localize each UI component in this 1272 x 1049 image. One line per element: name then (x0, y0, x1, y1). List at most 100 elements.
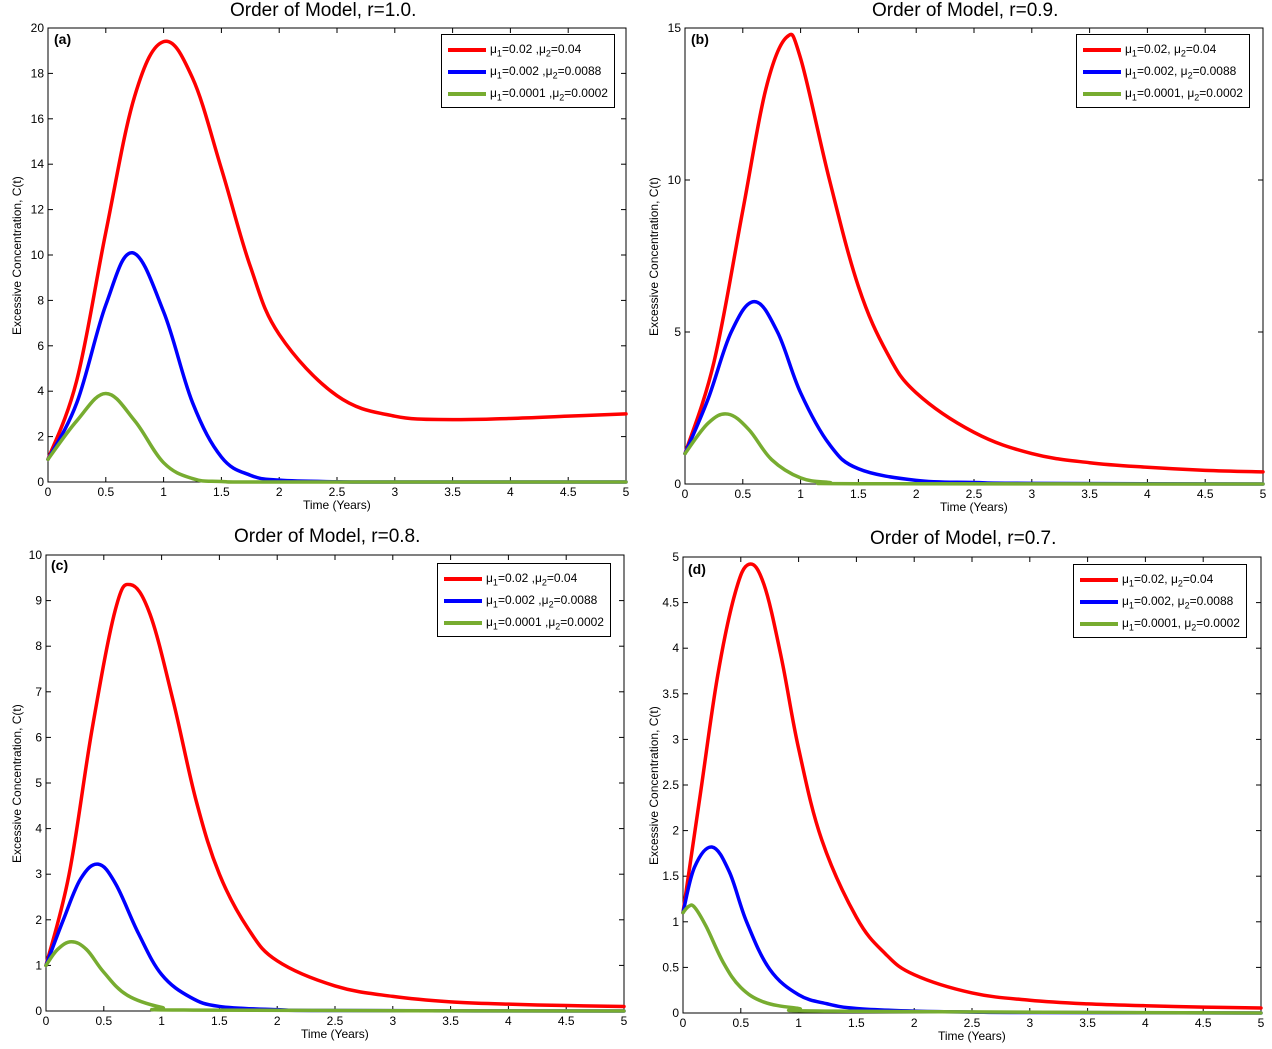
legend-swatch (444, 621, 482, 625)
legend-swatch (1080, 600, 1118, 604)
x-tick-label: 0 (45, 485, 52, 499)
x-axis-label: Time (Years) (940, 500, 1008, 514)
y-tick-label: 4.5 (662, 596, 679, 610)
x-tick-label: 3 (389, 1014, 396, 1028)
y-tick-label: 6 (35, 730, 42, 744)
x-tick-label: 3.5 (1081, 487, 1098, 501)
series-line-3 (46, 391, 628, 484)
legend-label: μ1=0.0001, μ2=0.0002 (1125, 85, 1243, 103)
x-tick-label: 1 (158, 1014, 165, 1028)
y-tick-label: 14 (31, 157, 45, 171)
y-tick-label: 2 (672, 824, 679, 838)
y-tick-label: 4 (37, 384, 44, 398)
y-tick-label: 2.5 (662, 778, 679, 792)
legend-entry: μ1=0.002 ,μ2=0.0088 (444, 590, 604, 612)
series-line-3 (44, 939, 626, 1013)
legend-swatch (1083, 48, 1121, 52)
y-tick-label: 0.5 (662, 960, 679, 974)
x-tick-label: 4.5 (1195, 1016, 1212, 1030)
series-line-1 (681, 562, 1263, 1010)
y-tick-label: 4 (35, 822, 42, 836)
y-tick-label: 7 (35, 685, 42, 699)
y-tick-label: 12 (31, 203, 45, 217)
legend-entry: μ1=0.02, μ2=0.04 (1080, 569, 1240, 591)
legend-swatch (1080, 578, 1118, 582)
legend-entry: μ1=0.002 ,μ2=0.0088 (448, 61, 608, 83)
x-tick-label: 2.5 (329, 485, 346, 499)
y-tick-label: 6 (37, 339, 44, 353)
legend-entry: μ1=0.02 ,μ2=0.04 (444, 568, 604, 590)
x-tick-label: 0 (680, 1016, 687, 1030)
y-tick-label: 10 (29, 548, 43, 562)
x-tick-label: 1.5 (848, 1016, 865, 1030)
series-line-1 (44, 582, 626, 1009)
legend-entry: μ1=0.0001, μ2=0.0002 (1083, 83, 1243, 105)
legend-label: μ1=0.02, μ2=0.04 (1125, 41, 1217, 59)
y-tick-label: 8 (35, 639, 42, 653)
x-tick-label: 1 (795, 1016, 802, 1030)
y-tick-label: 5 (674, 325, 681, 339)
legend-entry: μ1=0.002, μ2=0.0088 (1080, 591, 1240, 613)
x-tick-label: 5 (621, 1014, 628, 1028)
x-tick-label: 5 (623, 485, 630, 499)
y-tick-label: 5 (35, 776, 42, 790)
chart-legend: μ1=0.02 ,μ2=0.04 μ1=0.002 ,μ2=0.0088 μ1=0.… (437, 563, 611, 637)
y-tick-label: 4 (672, 641, 679, 655)
x-tick-label: 2 (274, 1014, 281, 1028)
x-tick-label: 1.5 (850, 487, 867, 501)
x-tick-label: 0.5 (97, 485, 114, 499)
legend-label: μ1=0.002, μ2=0.0088 (1122, 593, 1234, 611)
chart-legend: μ1=0.02, μ2=0.04 μ1=0.002, μ2=0.0088 μ1=0.… (1073, 564, 1247, 638)
x-tick-label: 1 (160, 485, 167, 499)
legend-label: μ1=0.002 ,μ2=0.0088 (486, 592, 598, 610)
series-line-1 (683, 32, 1265, 474)
legend-swatch (448, 48, 486, 52)
x-tick-label: 2 (276, 485, 283, 499)
chart-title: Order of Model, r=0.8. (234, 526, 421, 547)
x-tick-label: 3.5 (444, 485, 461, 499)
panel-label: (b) (691, 31, 709, 47)
x-tick-label: 3 (1028, 487, 1035, 501)
legend-swatch (444, 599, 482, 603)
x-tick-label: 1.5 (213, 485, 230, 499)
legend-label: μ1=0.02 ,μ2=0.04 (486, 570, 578, 588)
x-tick-label: 2.5 (327, 1014, 344, 1028)
x-tick-label: 1 (797, 487, 804, 501)
y-tick-label: 1.5 (662, 869, 679, 883)
x-tick-label: 5 (1260, 487, 1267, 501)
y-tick-label: 0 (35, 1004, 42, 1018)
legend-entry: μ1=0.02 ,μ2=0.04 (448, 39, 608, 61)
y-tick-label: 15 (668, 21, 682, 35)
panel-label: (c) (51, 557, 69, 573)
series-line-3 (681, 903, 1263, 1015)
y-tick-label: 1 (672, 915, 679, 929)
legend-swatch (1080, 622, 1118, 626)
legend-swatch (448, 92, 486, 96)
y-tick-label: 20 (31, 21, 45, 35)
series-line-1 (46, 39, 628, 462)
x-tick-label: 4.5 (1197, 487, 1214, 501)
legend-swatch (444, 577, 482, 581)
y-tick-label: 2 (35, 913, 42, 927)
legend-swatch (1083, 70, 1121, 74)
legend-entry: μ1=0.0001 ,μ2=0.0002 (444, 612, 604, 634)
legend-swatch (448, 70, 486, 74)
legend-entry: μ1=0.0001, μ2=0.0002 (1080, 613, 1240, 635)
x-tick-label: 3 (391, 485, 398, 499)
x-tick-label: 0 (43, 1014, 50, 1028)
panel-label: (d) (688, 561, 706, 577)
x-tick-label: 4 (507, 485, 514, 499)
x-tick-label: 5 (1258, 1016, 1265, 1030)
legend-label: μ1=0.002 ,μ2=0.0088 (490, 63, 602, 81)
x-tick-label: 2 (913, 487, 920, 501)
x-tick-label: 4.5 (558, 1014, 575, 1028)
legend-label: μ1=0.0001 ,μ2=0.0002 (486, 614, 604, 632)
x-tick-label: 4.5 (560, 485, 577, 499)
legend-label: μ1=0.0001, μ2=0.0002 (1122, 615, 1240, 633)
x-tick-label: 2 (911, 1016, 918, 1030)
legend-entry: μ1=0.002, μ2=0.0088 (1083, 61, 1243, 83)
legend-label: μ1=0.02, μ2=0.04 (1122, 571, 1214, 589)
y-tick-label: 18 (31, 66, 45, 80)
